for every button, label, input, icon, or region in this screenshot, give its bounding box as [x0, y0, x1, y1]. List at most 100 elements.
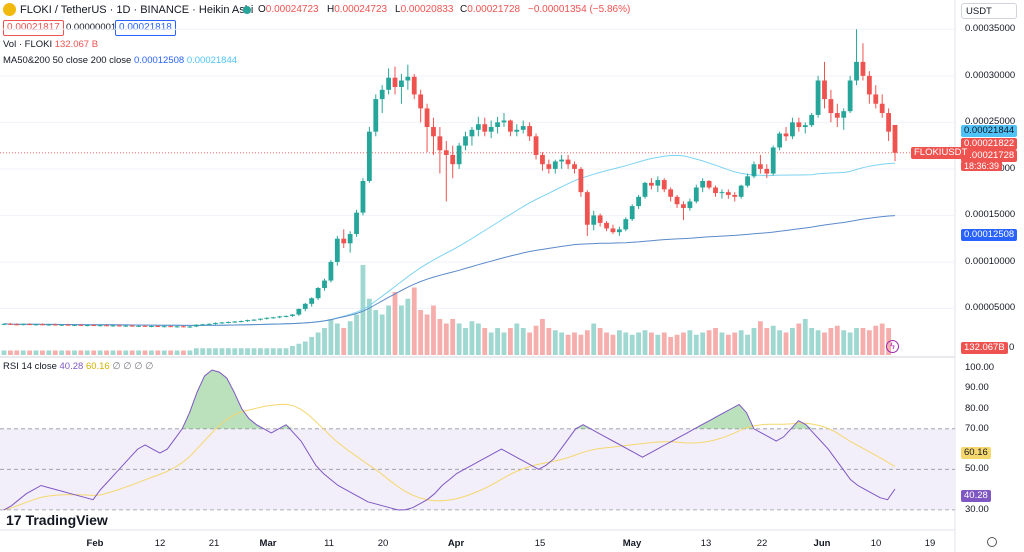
candle-body	[225, 321, 231, 323]
tradingview-logo[interactable]: 17 TradingView	[6, 512, 108, 528]
volume-bar	[642, 330, 648, 355]
volume-bar	[238, 348, 244, 355]
candle-body	[572, 164, 577, 169]
volume-bar	[623, 332, 629, 355]
candle-body	[302, 303, 308, 309]
volume-bar	[277, 348, 283, 355]
volume-bar	[450, 319, 456, 355]
rsi-legend[interactable]: RSI 14 close 40.28 60.16 ∅ ∅ ∅ ∅	[3, 361, 154, 372]
flash-icon[interactable]: ϟ	[886, 340, 899, 353]
volume-bar	[20, 350, 26, 355]
last-price-tag: 0.00021822	[961, 138, 1018, 150]
candle-body	[700, 180, 706, 188]
volume-bar	[59, 350, 65, 355]
volume-bar	[764, 328, 770, 355]
volume-bar	[72, 350, 77, 355]
volume-bar	[815, 330, 821, 355]
volume-bar	[834, 325, 840, 355]
candle-body	[796, 122, 802, 128]
volume-bar	[770, 325, 776, 355]
candle-body	[46, 324, 52, 326]
candle-body	[559, 159, 565, 162]
candle-body	[379, 89, 385, 100]
volume-bar	[251, 348, 257, 355]
volume-bar	[488, 332, 494, 355]
rsi-ma-line	[3, 403, 896, 511]
candle-body	[245, 320, 250, 322]
volume-legend[interactable]: Vol · FLOKI 132.067 B	[3, 39, 99, 50]
candle-body	[757, 164, 763, 169]
volume-bar	[328, 319, 334, 355]
candle-body	[636, 196, 641, 207]
buy-price-button[interactable]: 0.00021818	[115, 20, 176, 36]
time-tick-label: Feb	[86, 538, 104, 549]
volume-bar	[649, 332, 654, 355]
time-tick-label: 13	[700, 538, 712, 549]
volume-bar	[315, 332, 321, 355]
volume-bar	[334, 323, 340, 355]
time-tick-label: Mar	[259, 538, 277, 549]
volume-bar	[757, 321, 763, 355]
candle-body	[322, 280, 327, 288]
currency-selector[interactable]: USDT	[961, 3, 1017, 19]
volume-bar	[341, 328, 347, 355]
volume-bar	[65, 350, 71, 355]
candle-body	[8, 323, 13, 325]
volume-bar	[360, 265, 366, 355]
volume-bar	[475, 323, 481, 355]
rsi-ma-tag: 60.16	[961, 447, 991, 459]
volume-bar	[373, 310, 379, 355]
candle-body	[277, 316, 283, 318]
candle-body	[540, 154, 545, 165]
volume-bar	[533, 325, 539, 355]
time-tick-label: 10	[870, 538, 882, 549]
volume-bar	[828, 328, 834, 355]
candle-body	[136, 325, 142, 327]
settings-icon[interactable]	[987, 537, 997, 547]
candle-body	[879, 103, 885, 114]
volume-bar	[309, 337, 315, 355]
volume-bar	[193, 348, 199, 355]
candle-body	[142, 325, 148, 327]
volume-bar	[879, 323, 885, 355]
ma-legend[interactable]: MA50&200 50 close 200 close 0.00012508 0…	[3, 55, 238, 66]
candle-body	[463, 136, 468, 146]
candle-body	[514, 129, 520, 132]
candle-body	[264, 317, 270, 319]
volume-bar	[366, 298, 372, 355]
rsi-tick-label: 100.00	[965, 362, 995, 373]
volume-bar	[14, 350, 20, 355]
volume-bar	[482, 328, 488, 355]
symbol-tag: FLOKIUSDT	[911, 147, 971, 159]
volume-bar	[392, 292, 398, 355]
candle-body	[296, 308, 302, 315]
volume-bar	[437, 319, 443, 355]
volume-bar	[91, 350, 97, 355]
volume-bar	[661, 332, 667, 355]
candle-body	[33, 324, 39, 326]
candle-body	[181, 326, 186, 328]
volume-bar	[174, 350, 180, 355]
candle-body	[802, 125, 808, 128]
symbol-title[interactable]: FLOKI / TetherUS · 1D · BINANCE · Heikin…	[20, 4, 254, 16]
volume-bar	[424, 314, 430, 355]
volume-bar	[411, 287, 417, 355]
time-tick-label: 12	[154, 538, 166, 549]
candle-body	[565, 159, 571, 165]
volume-bar	[347, 321, 353, 355]
volume-bar	[168, 350, 174, 355]
volume-bar	[469, 321, 475, 355]
volume-bar	[706, 330, 712, 355]
rsi-overbought-fill	[4, 370, 895, 429]
volume-bar	[745, 334, 750, 355]
time-tick-label: May	[622, 538, 642, 549]
candle-body	[373, 99, 379, 132]
volume-bar	[52, 350, 58, 355]
candle-body	[232, 321, 238, 323]
time-tick-label: 20	[377, 538, 389, 549]
volume-bar	[302, 341, 308, 355]
volume-bar	[700, 332, 706, 355]
rsi-line	[3, 369, 896, 511]
sell-price-button[interactable]: 0.00021817	[3, 20, 64, 36]
